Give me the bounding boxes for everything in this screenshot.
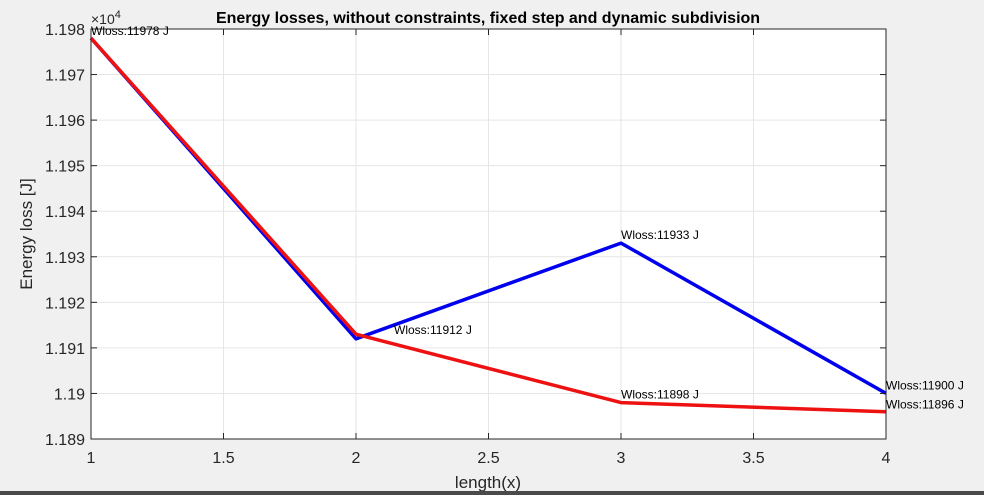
y-tick-label: 1.19 bbox=[54, 386, 85, 403]
x-tick-label: 1 bbox=[87, 450, 96, 467]
data-label: Wloss:11912 J bbox=[394, 323, 472, 337]
data-label: Wloss:11898 J bbox=[621, 388, 699, 402]
exponent-power: 4 bbox=[115, 9, 121, 21]
data-label: Wloss:11900 J bbox=[886, 378, 964, 392]
x-tick-label: 2 bbox=[352, 450, 361, 467]
x-tick-label: 3 bbox=[617, 450, 626, 467]
y-tick-label: 1.192 bbox=[45, 295, 85, 312]
exponent-base: ×10 bbox=[91, 11, 115, 27]
x-tick-label: 3.5 bbox=[742, 450, 764, 467]
data-label: Wloss:11978 J bbox=[91, 24, 169, 38]
y-tick-label: 1.197 bbox=[45, 68, 85, 85]
series-line-2 bbox=[89, 36, 887, 414]
y-tick-label: 1.191 bbox=[45, 341, 85, 358]
y-tick-label: 1.198 bbox=[45, 22, 85, 39]
data-label: Wloss:11896 J bbox=[886, 398, 964, 412]
x-tick-label: 1.5 bbox=[212, 450, 234, 467]
y-axis-label: Energy loss [J] bbox=[17, 178, 36, 290]
y-tick-label: 1.194 bbox=[45, 204, 85, 221]
x-tick-label: 4 bbox=[882, 450, 891, 467]
y-tick-label: 1.189 bbox=[45, 432, 85, 449]
y-tick-label: 1.195 bbox=[45, 159, 85, 176]
y-tick-label: 1.196 bbox=[45, 113, 85, 130]
ticks: 1 1.5 2 2.5 3 3.5 4 1.189 1.19 1.191 1.192 1.193 1.1… bbox=[45, 22, 891, 467]
exponent-label: ×104 bbox=[91, 9, 121, 27]
series-layer bbox=[89, 36, 887, 414]
window-bottom-edge bbox=[0, 491, 984, 495]
y-tick-label: 1.193 bbox=[45, 250, 85, 267]
x-axis-label: length(x) bbox=[455, 473, 521, 491]
annotations: Wloss:11978 J Wloss:11912 J Wloss:11933 J W… bbox=[91, 24, 964, 412]
chart-title: Energy losses, without constraints, fixe… bbox=[216, 10, 760, 27]
data-label: Wloss:11933 J bbox=[621, 228, 699, 242]
x-tick-label: 2.5 bbox=[477, 450, 499, 467]
